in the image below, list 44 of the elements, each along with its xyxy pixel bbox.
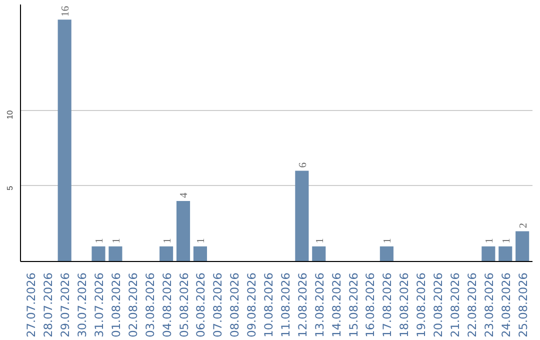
data-label: 4 <box>179 192 190 198</box>
data-label: 16 <box>60 5 72 17</box>
x-tick-label: 05.08.2026 <box>176 272 191 338</box>
x-tick-label: 28.07.2026 <box>41 272 56 338</box>
y-tick-label: 10 <box>6 110 14 120</box>
x-tick-label: 06.08.2026 <box>194 272 208 338</box>
y-tick-label: 5 <box>6 185 14 190</box>
x-tick-label: 29.07.2026 <box>58 272 72 338</box>
data-label: 2 <box>518 222 530 228</box>
data-label: 1 <box>501 238 512 244</box>
x-tick-label: 27.07.2026 <box>24 272 38 338</box>
data-label: 1 <box>94 238 106 244</box>
x-tick-label: 01.08.2026 <box>108 272 123 338</box>
x-tick-label: 12.08.2026 <box>295 272 310 338</box>
x-tick-label: 13.08.2026 <box>312 272 326 338</box>
x-tick-label: 11.08.2026 <box>278 272 292 338</box>
x-tick-label: 22.08.2026 <box>464 272 479 338</box>
data-label: 1 <box>111 238 122 244</box>
x-tick-label: 09.08.2026 <box>244 272 259 338</box>
x-tick-label: 14.08.2026 <box>329 272 344 338</box>
data-label: 1 <box>162 238 174 244</box>
x-tick-label: 02.08.2026 <box>126 272 140 338</box>
x-tick-label: 20.08.2026 <box>431 272 446 338</box>
x-tick-label: 21.08.2026 <box>448 272 462 338</box>
x-tick-label: 04.08.2026 <box>160 272 174 338</box>
x-tick-label: 24.08.2026 <box>498 272 513 338</box>
x-tick-label: 10.08.2026 <box>262 272 276 338</box>
data-label: 1 <box>382 238 394 244</box>
x-tick-label: 15.08.2026 <box>346 272 360 338</box>
x-tick-label: 18.08.2026 <box>397 272 412 338</box>
x-tick-label: 19.08.2026 <box>414 272 428 338</box>
x-tick-label: 30.07.2026 <box>75 272 90 338</box>
x-tick-label: 31.07.2026 <box>92 272 106 338</box>
x-tick-label: 17.08.2026 <box>380 272 394 338</box>
data-label: 1 <box>484 238 496 244</box>
data-label: 1 <box>196 238 208 244</box>
x-tick-label: 08.08.2026 <box>228 272 242 338</box>
data-label: 6 <box>298 162 309 168</box>
x-tick-label: 23.08.2026 <box>482 272 496 338</box>
data-label: 1 <box>314 238 326 244</box>
x-tick-label: 07.08.2026 <box>210 272 225 338</box>
x-tick-label: 25.08.2026 <box>516 272 530 338</box>
x-tick-label: 03.08.2026 <box>142 272 157 338</box>
x-tick-label: 16.08.2026 <box>363 272 378 338</box>
